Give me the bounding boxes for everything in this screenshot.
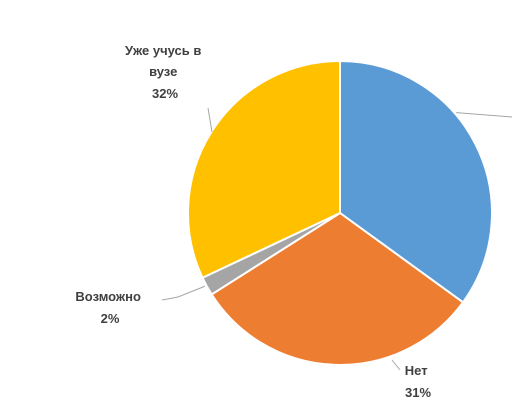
label-uzhe-uchus: Уже учусь в вузе 32%	[125, 43, 205, 101]
pie-slice-1	[210, 212, 464, 367]
slices-layer	[187, 60, 493, 367]
label-net-name: Нет	[405, 363, 428, 378]
leader-line-slice-1	[391, 359, 401, 371]
leader-line-slice-2	[161, 285, 205, 301]
label-vozmozhno: Возможно 2%	[75, 289, 144, 326]
pie-slice-0	[339, 60, 493, 304]
label-net: Нет 31%	[405, 363, 432, 400]
labels-layer: Уже учусь в вузе 32% Возможно 2% Нет 31%	[75, 43, 431, 400]
label-vozmozhno-name: Возможно	[75, 289, 141, 304]
label-vozmozhno-percent: 2%	[101, 311, 120, 326]
label-net-percent: 31%	[405, 385, 431, 400]
label-uzhe-uchus-line1: Уже учусь в	[125, 43, 201, 58]
leader-line-slice-3	[207, 107, 213, 133]
label-uzhe-uchus-line2: вузе	[149, 64, 177, 79]
leader-lines-layer	[161, 107, 512, 371]
leader-line-slice-0	[456, 112, 512, 118]
label-uzhe-uchus-percent: 32%	[152, 86, 178, 101]
